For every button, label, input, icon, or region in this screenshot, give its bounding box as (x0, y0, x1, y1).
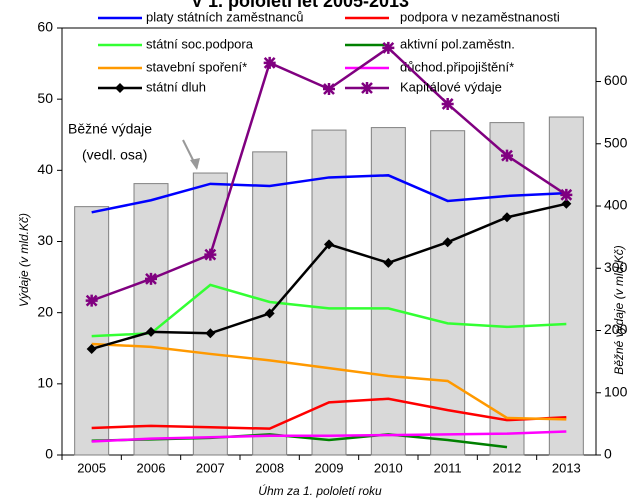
marker (85, 294, 98, 307)
y-tick-label: 40 (37, 161, 53, 177)
marker (501, 149, 513, 162)
legend-label: Kapitálové výdaje (400, 79, 502, 94)
annotation-arrowhead (190, 158, 200, 170)
marker (145, 272, 157, 285)
legend-label: státní soc.podpora (146, 36, 254, 51)
x-tick-label: 2009 (315, 460, 344, 475)
legend-label: důchod.připojištění* (400, 59, 514, 74)
series-line (91, 430, 567, 443)
legend-label: stavební spoření* (146, 59, 247, 74)
legend-label: aktivní pol.zaměstn. (400, 36, 515, 51)
bar (74, 206, 110, 456)
marker (205, 328, 216, 339)
bar (548, 116, 584, 456)
marker (441, 97, 454, 110)
y-tick-label: 30 (37, 232, 53, 248)
bar (133, 183, 169, 456)
series-line (91, 342, 567, 421)
marker (324, 239, 334, 250)
marker (561, 198, 572, 209)
x-tick-label: 2013 (552, 460, 581, 475)
x-axis-label: Úhm za 1. pololetí roku (258, 483, 382, 498)
bar (489, 122, 525, 456)
x-tick-label: 2011 (434, 460, 462, 475)
x-tick-label: 2012 (493, 460, 522, 475)
y-tick-label: 0 (45, 446, 53, 462)
legend-label: státní dluh (146, 79, 206, 94)
marker (264, 308, 275, 319)
y-tick-label: 10 (37, 375, 53, 391)
x-tick-label: 2005 (77, 460, 106, 475)
series-line (91, 397, 567, 430)
marker (86, 343, 97, 354)
legend-label: podpora v nezaměstnanosti (400, 9, 560, 24)
annotation: (vedl. osa) (82, 147, 147, 163)
x-tick-label: 2008 (255, 460, 284, 475)
marker (204, 248, 217, 261)
marker (115, 83, 125, 93)
y2-tick-label: 600 (604, 72, 628, 88)
marker (146, 326, 156, 337)
y2-axis-label: Běžné výdaje (v mld.Kč) (612, 245, 626, 374)
bar (430, 130, 466, 456)
marker (560, 188, 573, 201)
marker (382, 41, 395, 54)
marker (442, 237, 453, 248)
x-tick-label: 2010 (374, 460, 403, 475)
marker (361, 82, 373, 94)
marker (502, 212, 512, 223)
chart-title: V 1. pololetí let 2005-2013 (191, 0, 409, 11)
y2-tick-label: 100 (604, 383, 628, 399)
series-line (91, 174, 567, 214)
y-tick-label: 50 (37, 90, 53, 106)
y2-tick-label: 0 (604, 446, 612, 462)
y-tick-label: 20 (37, 303, 53, 319)
y2-tick-label: 500 (604, 134, 628, 150)
series-line (91, 283, 567, 338)
y2-tick-label: 200 (604, 321, 628, 337)
x-tick-label: 2007 (196, 460, 225, 475)
marker (323, 83, 335, 95)
y-axis-label: Výdaje (v mld.Kč) (17, 213, 31, 307)
marker (263, 56, 276, 69)
x-tick-label: 2006 (137, 460, 166, 475)
y2-tick-label: 400 (604, 197, 628, 213)
y-tick-label: 60 (37, 19, 53, 35)
legend-label: platy státních zaměstnanců (146, 9, 304, 24)
annotation: Běžné výdaje (68, 121, 152, 137)
marker (383, 257, 394, 268)
y2-tick-label: 300 (604, 259, 628, 275)
